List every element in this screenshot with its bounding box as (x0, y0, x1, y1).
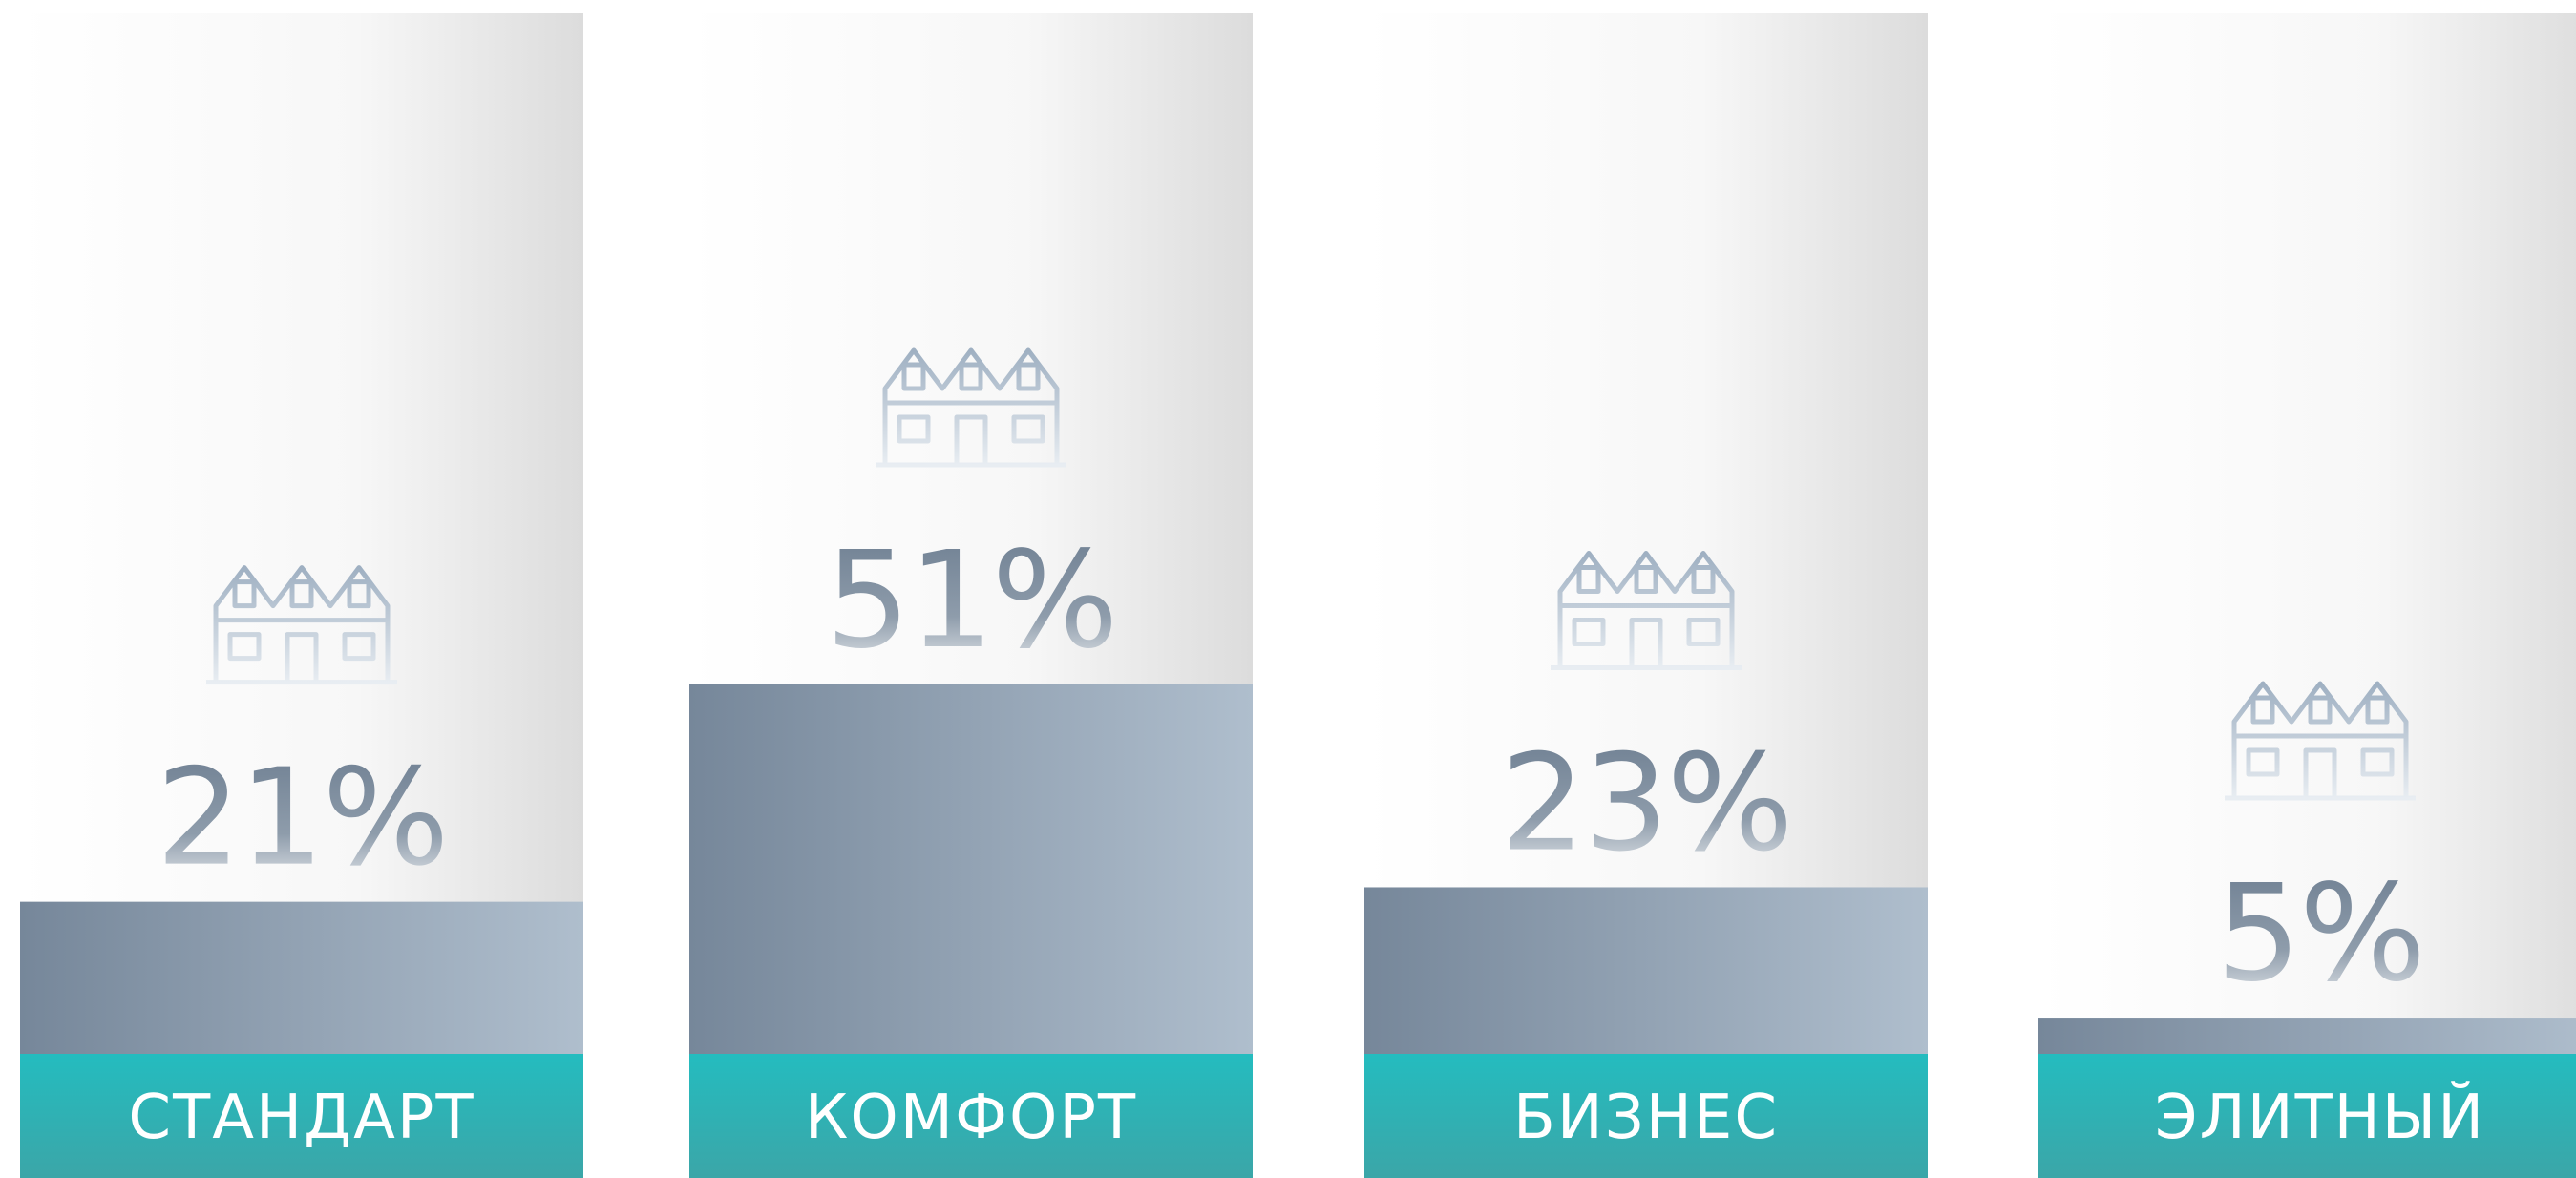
category-label: СТАНДАРТ (128, 1083, 475, 1153)
value-label: 23% (1500, 726, 1791, 881)
icon-shape (2225, 681, 2416, 801)
value-label: 5% (2216, 856, 2424, 1012)
bar (1364, 887, 1928, 1054)
category-band (1364, 1054, 1928, 1178)
category-label: КОМФОРТ (805, 1083, 1137, 1153)
value-label: 51% (825, 523, 1116, 679)
icon-shape (206, 565, 397, 685)
column-background (2038, 13, 2576, 1054)
icon-shape (1551, 550, 1742, 670)
column-background (1364, 13, 1928, 1054)
building-icon (2225, 681, 2416, 801)
building-icon (206, 565, 397, 685)
building-icon (1551, 550, 1742, 670)
category-label: БИЗНЕС (1513, 1083, 1779, 1153)
value-label: 21% (156, 741, 447, 896)
building-icon (876, 347, 1066, 468)
plot: СТАНДАРТ 21% КОМФОРТ 51% БИЗНЕС 23% ЭЛИТНЫЙ 5% (20, 13, 2576, 1178)
column-background (20, 13, 583, 1054)
category-band (20, 1054, 583, 1178)
bar (20, 901, 583, 1054)
bar (689, 684, 1253, 1054)
category-band (689, 1054, 1253, 1178)
category-band (2038, 1054, 2576, 1178)
icon-shape (876, 347, 1066, 468)
category-label: ЭЛИТНЫЙ (2155, 1081, 2485, 1153)
bar (2038, 1018, 2576, 1054)
